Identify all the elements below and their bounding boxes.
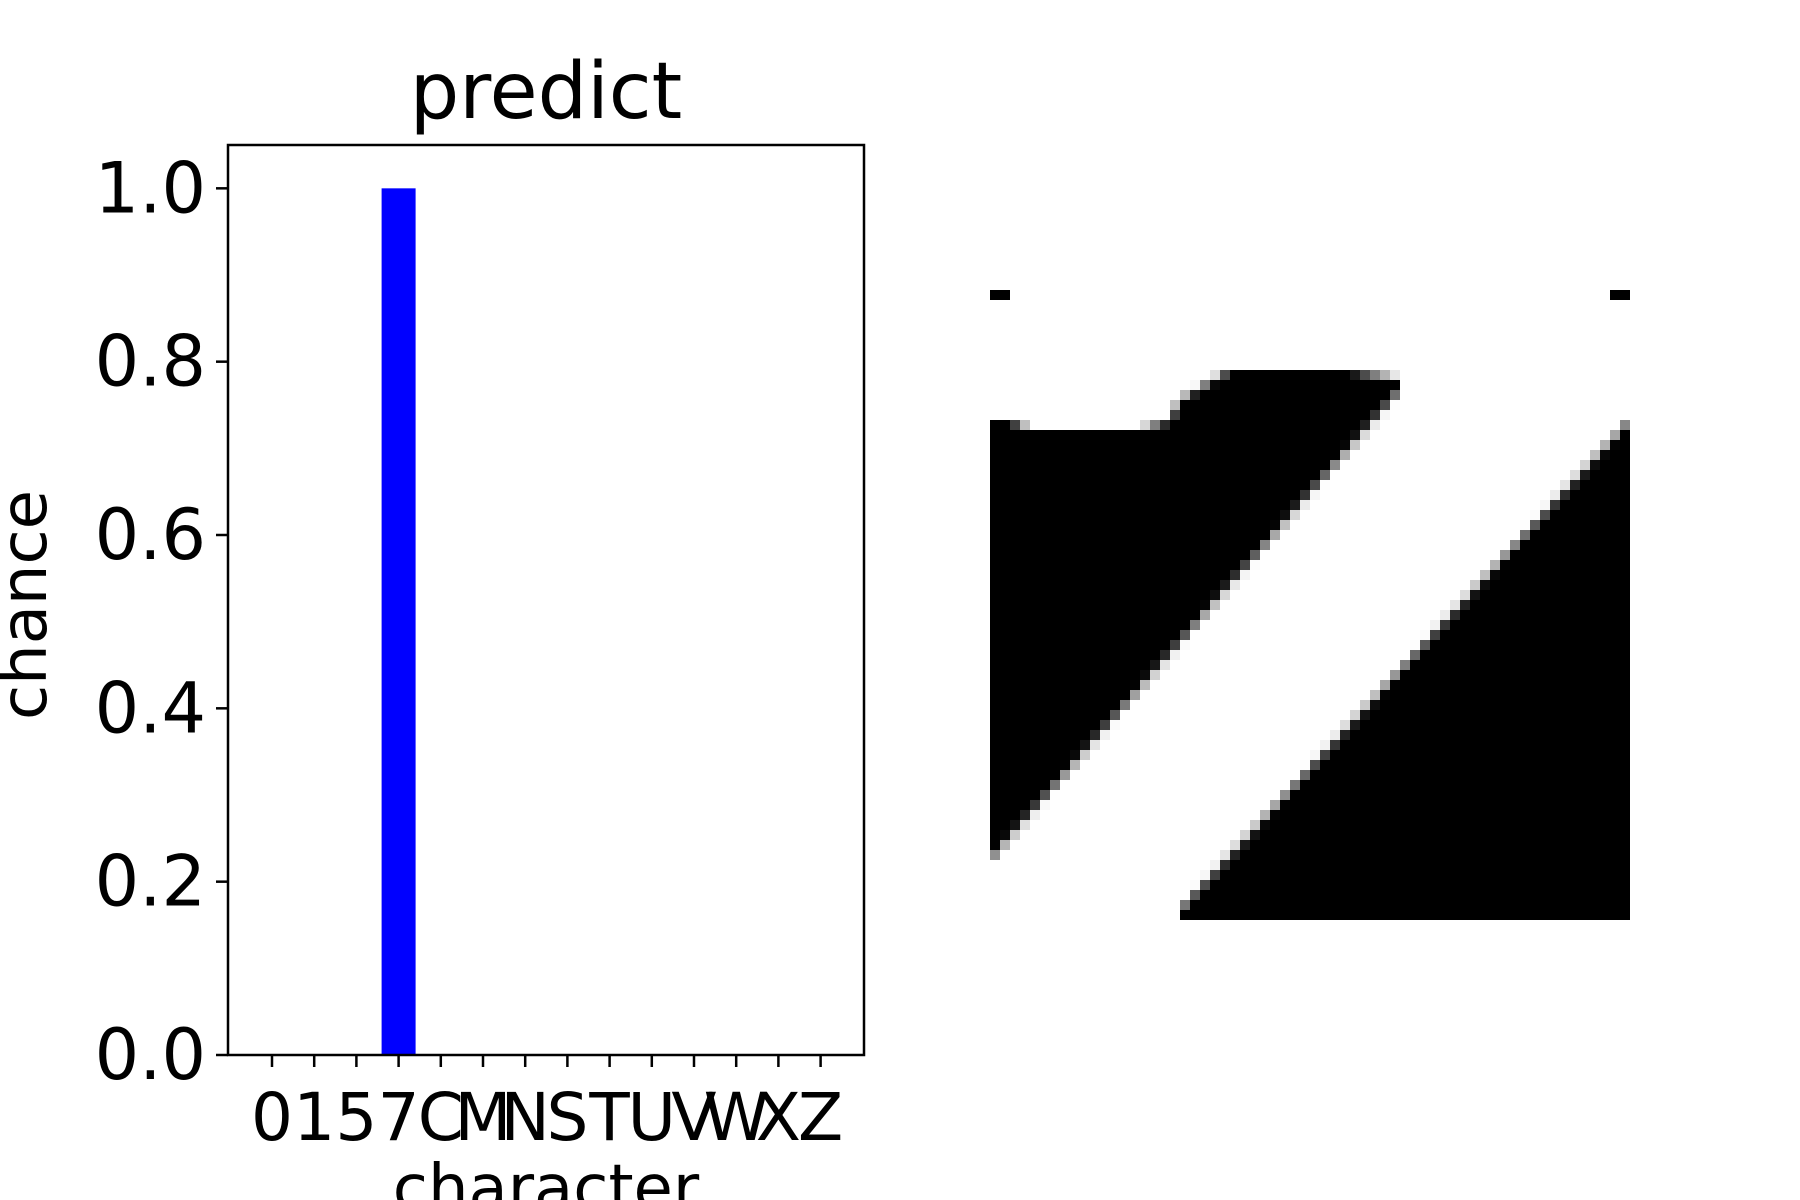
y-axis-ticks: 0.0 0.2 0.4 0.6 0.8 1.0 (95, 147, 228, 1096)
x-tick-label: 5 (335, 1079, 377, 1156)
y-tick-label: 0.0 (95, 1014, 206, 1096)
y-axis-label: chance (0, 490, 62, 720)
x-tick-label: X (756, 1079, 801, 1156)
bar-chart: predict chance character 0.0 0.2 0.4 0.6 0.8… (0, 47, 866, 1200)
x-tick-label: W (704, 1079, 769, 1156)
x-tick-label: S (546, 1079, 588, 1156)
chart-title: predict (410, 47, 683, 137)
y-tick-label: 0.6 (95, 494, 206, 576)
x-tick-label: 1 (293, 1079, 335, 1156)
x-tick-label: N (501, 1079, 550, 1156)
x-tick-label: M (455, 1079, 512, 1156)
x-tick-label: C (418, 1079, 464, 1156)
y-tick-label: 1.0 (95, 147, 206, 229)
y-tick-label: 0.4 (95, 667, 206, 749)
bar-7 (381, 188, 416, 1056)
input-character-image (990, 280, 1630, 920)
x-tick-label: Z (798, 1079, 843, 1156)
y-tick-label: 0.8 (95, 321, 206, 403)
x-axis-label: character (393, 1152, 700, 1200)
bars-group (381, 188, 416, 1056)
x-tick-label: T (588, 1079, 630, 1156)
x-tick-label: V (671, 1079, 716, 1156)
x-tick-label: 7 (378, 1079, 420, 1156)
y-tick-label: 0.2 (95, 841, 206, 923)
plot-frame (226, 143, 866, 1057)
x-tick-label: U (628, 1079, 676, 1156)
x-tick-label: 0 (251, 1079, 293, 1156)
